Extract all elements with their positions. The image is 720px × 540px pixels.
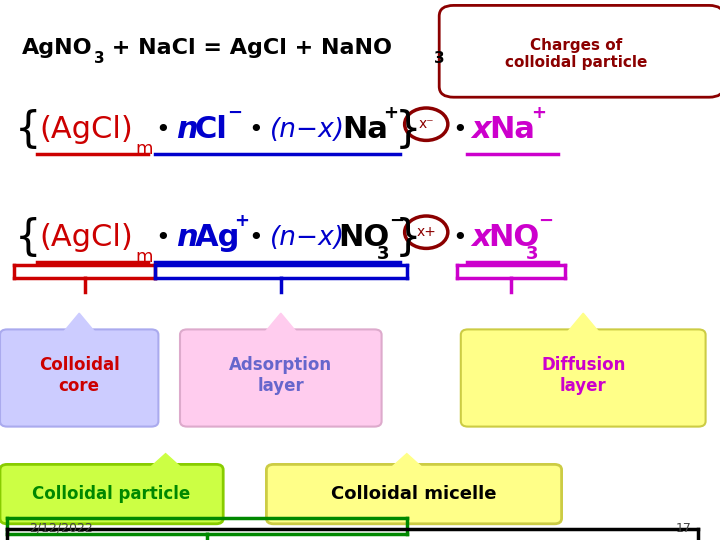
Text: NO: NO bbox=[338, 223, 390, 252]
Text: +: + bbox=[383, 104, 398, 123]
Text: }: } bbox=[395, 217, 421, 259]
Text: −: − bbox=[539, 212, 554, 231]
Text: {: { bbox=[14, 109, 41, 151]
Text: 3: 3 bbox=[377, 245, 390, 263]
Text: (AgCl): (AgCl) bbox=[40, 115, 133, 144]
Text: + NaCl = AgCl + NaNO: + NaCl = AgCl + NaNO bbox=[104, 38, 392, 58]
Text: 3: 3 bbox=[526, 245, 538, 263]
Polygon shape bbox=[565, 313, 601, 335]
Text: +: + bbox=[531, 104, 546, 123]
FancyBboxPatch shape bbox=[439, 5, 720, 97]
Text: Colloidal particle: Colloidal particle bbox=[32, 485, 191, 503]
Text: 3: 3 bbox=[434, 51, 445, 66]
Text: n: n bbox=[176, 115, 198, 144]
Text: Ag: Ag bbox=[194, 223, 240, 252]
Text: +: + bbox=[234, 212, 249, 231]
Text: −: − bbox=[389, 212, 404, 231]
Text: −: − bbox=[228, 104, 243, 123]
Text: Na: Na bbox=[490, 115, 536, 144]
Text: NO: NO bbox=[488, 223, 539, 252]
Text: }: } bbox=[395, 109, 421, 151]
Polygon shape bbox=[389, 454, 425, 470]
Text: Charges of
colloidal particle: Charges of colloidal particle bbox=[505, 38, 647, 70]
Polygon shape bbox=[61, 313, 97, 335]
Polygon shape bbox=[263, 313, 299, 335]
Text: m: m bbox=[135, 139, 153, 158]
Text: AgNO: AgNO bbox=[22, 38, 92, 58]
Text: x: x bbox=[472, 223, 491, 252]
Text: •: • bbox=[248, 118, 263, 141]
Text: (AgCl): (AgCl) bbox=[40, 223, 133, 252]
Text: n: n bbox=[176, 223, 198, 252]
FancyBboxPatch shape bbox=[266, 464, 562, 524]
Text: Adsorption
layer: Adsorption layer bbox=[229, 356, 333, 395]
Text: x⁻: x⁻ bbox=[418, 117, 434, 131]
Text: 3: 3 bbox=[94, 51, 105, 66]
Text: (n−x): (n−x) bbox=[270, 117, 345, 143]
Text: •: • bbox=[452, 118, 467, 141]
Text: •: • bbox=[155, 226, 169, 249]
Text: Colloidal micelle: Colloidal micelle bbox=[331, 485, 497, 503]
FancyBboxPatch shape bbox=[0, 329, 158, 427]
Text: •: • bbox=[155, 118, 169, 141]
Text: (n−x): (n−x) bbox=[270, 225, 345, 251]
Text: Colloidal
core: Colloidal core bbox=[39, 356, 120, 395]
Text: x+: x+ bbox=[416, 225, 436, 239]
Polygon shape bbox=[148, 454, 184, 470]
Text: Cl: Cl bbox=[194, 115, 228, 144]
Text: 2/12/2022: 2/12/2022 bbox=[29, 522, 93, 535]
Text: m: m bbox=[135, 247, 153, 266]
Text: {: { bbox=[14, 217, 41, 259]
Text: •: • bbox=[452, 226, 467, 249]
Text: x: x bbox=[472, 115, 491, 144]
FancyBboxPatch shape bbox=[461, 329, 706, 427]
Text: Diffusion
layer: Diffusion layer bbox=[541, 356, 626, 395]
Text: •: • bbox=[248, 226, 263, 249]
Text: Na: Na bbox=[342, 115, 388, 144]
Text: 17: 17 bbox=[675, 522, 691, 535]
FancyBboxPatch shape bbox=[180, 329, 382, 427]
FancyBboxPatch shape bbox=[0, 464, 223, 524]
